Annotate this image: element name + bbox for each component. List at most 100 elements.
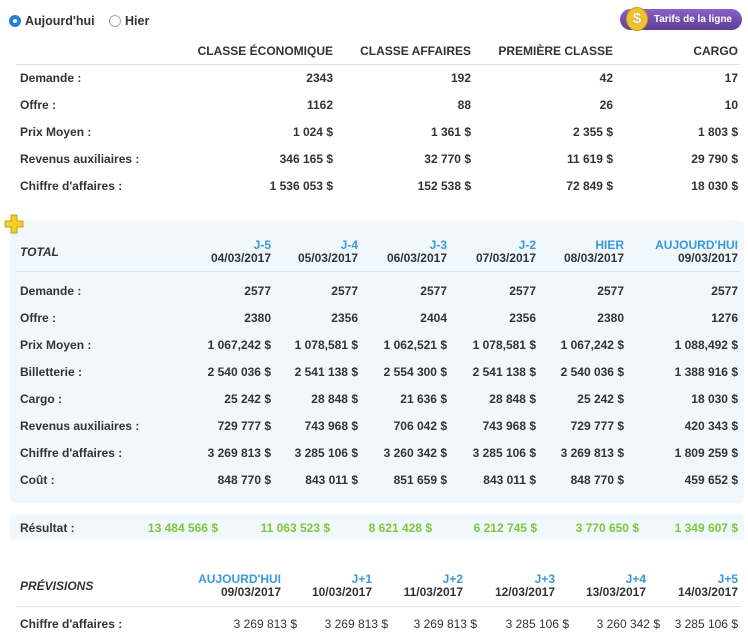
history-cell: 3 260 342 $	[383, 446, 447, 460]
summary-cell: 346 165 $	[279, 152, 333, 166]
history-cell: 2 540 036 $	[207, 365, 271, 379]
history-cell: 3 269 813 $	[207, 446, 271, 460]
summary-row-label: Offre :	[20, 98, 56, 112]
history-row-label: Cargo :	[20, 392, 62, 406]
forecast-col-date: 09/03/2017	[220, 585, 281, 599]
radio-yesterday[interactable]: Hier	[109, 14, 149, 28]
history-cell: 851 659 $	[393, 473, 447, 487]
history-col-date: 04/03/2017	[210, 251, 271, 265]
forecast-col-day: J+4	[625, 572, 646, 586]
history-col-day: J-5	[253, 238, 271, 252]
tarifs-button[interactable]: $ Tarifs de la ligne	[620, 7, 742, 31]
summary-cell: 2 355 $	[572, 125, 613, 139]
result-label: Résultat :	[20, 521, 75, 535]
history-cell: 843 011 $	[483, 473, 536, 487]
result-cell: 13 484 566 $	[147, 521, 218, 535]
history-col-date: 09/03/2017	[677, 251, 738, 265]
history-cell: 843 011 $	[305, 473, 358, 487]
history-cell: 459 652 $	[684, 473, 738, 487]
history-cell: 1 088,492 $	[674, 338, 738, 352]
history-cell: 2380	[244, 311, 271, 325]
radio-yesterday-label: Hier	[125, 14, 150, 28]
result-cell: 11 063 523 $	[260, 521, 330, 535]
summary-cell: 11 619 $	[566, 152, 613, 166]
history-cell: 1 388 916 $	[674, 365, 738, 379]
tarifs-button-label: Tarifs de la ligne	[653, 14, 732, 25]
history-cell: 28 848 $	[489, 392, 536, 406]
history-col-day: J-2	[518, 238, 536, 252]
summary-cell: 42	[599, 71, 613, 85]
summary-row-label: Revenus auxiliaires :	[20, 152, 140, 166]
forecast-col-date: 13/03/2017	[585, 585, 646, 599]
history-col-day: J-4	[340, 238, 358, 252]
history-cell: 18 030 $	[691, 392, 738, 406]
history-cell: 28 848 $	[311, 392, 358, 406]
history-cell: 1 067,242 $	[560, 338, 624, 352]
history-cell: 2 554 300 $	[383, 365, 447, 379]
history-title: TOTAL	[20, 245, 59, 259]
history-cell: 1 062,521 $	[383, 338, 447, 352]
result-cell: 8 621 428 $	[368, 521, 432, 535]
radio-today[interactable]: Aujourd'hui	[9, 14, 95, 28]
history-cell: 2404	[420, 311, 447, 325]
radio-today-indicator[interactable]	[9, 15, 21, 27]
summary-header-divider	[16, 64, 740, 65]
history-cell: 743 968 $	[304, 419, 358, 433]
history-col-day: HIER	[595, 238, 624, 252]
summary-cell: 152 538 $	[417, 179, 471, 193]
history-row-label: Offre :	[20, 311, 56, 325]
plus-icon[interactable]	[4, 214, 24, 234]
history-cell: 2356	[509, 311, 536, 325]
forecast-col-day: AUJOURD'HUI	[198, 572, 281, 586]
history-cell: 2356	[331, 311, 358, 325]
history-cell: 729 777 $	[570, 419, 624, 433]
history-col-date: 07/03/2017	[475, 251, 536, 265]
result-cell: 3 770 650 $	[575, 521, 639, 535]
history-cell: 1276	[711, 311, 738, 325]
forecast-title: PRÉVISIONS	[20, 579, 94, 593]
history-cell: 2577	[420, 284, 447, 298]
history-row-label: Prix Moyen :	[20, 338, 92, 352]
summary-col-header: PREMIÈRE CLASSE	[498, 44, 613, 58]
history-row-label: Coût :	[20, 473, 55, 487]
history-col-day: J-3	[429, 238, 447, 252]
history-header-divider	[16, 271, 740, 272]
forecast-col-day: J+5	[717, 572, 738, 586]
summary-row-label: Chiffre d'affaires :	[20, 179, 123, 193]
history-cell: 2577	[509, 284, 536, 298]
history-cell: 2380	[597, 311, 624, 325]
forecast-cell: 3 285 106 $	[505, 617, 569, 631]
summary-cell: 32 770 $	[424, 152, 471, 166]
history-col-day: AUJOURD'HUI	[655, 238, 738, 252]
summary-cell: 26	[599, 98, 613, 112]
result-cell: 1 349 607 $	[674, 521, 738, 535]
summary-cell: 2343	[306, 71, 333, 85]
forecast-cell: 3 269 813 $	[413, 617, 477, 631]
history-row-label: Demande :	[20, 284, 82, 298]
history-cell: 1 067,242 $	[207, 338, 271, 352]
history-cell: 1 078,581 $	[294, 338, 358, 352]
forecast-col-date: 12/03/2017	[494, 585, 555, 599]
radio-today-label: Aujourd'hui	[25, 14, 95, 28]
summary-cell: 10	[724, 98, 738, 112]
history-cell: 2 541 138 $	[294, 365, 358, 379]
history-col-date: 06/03/2017	[386, 251, 447, 265]
forecast-cell: 3 269 813 $	[233, 617, 297, 631]
history-cell: 706 042 $	[393, 419, 447, 433]
history-cell: 1 809 259 $	[674, 446, 738, 460]
forecast-col-day: J+1	[351, 572, 372, 586]
summary-cell: 29 790 $	[691, 152, 738, 166]
history-panel	[10, 220, 744, 503]
history-cell: 420 343 $	[684, 419, 738, 433]
history-cell: 848 770 $	[570, 473, 624, 487]
history-cell: 743 968 $	[482, 419, 536, 433]
summary-cell: 72 849 $	[566, 179, 613, 193]
radio-yesterday-indicator[interactable]	[109, 15, 121, 27]
summary-cell: 88	[457, 98, 471, 112]
history-cell: 2577	[331, 284, 358, 298]
forecast-cell: 3 285 106 $	[674, 617, 738, 631]
history-cell: 2 540 036 $	[560, 365, 624, 379]
history-row-label: Billetterie :	[20, 365, 83, 379]
forecast-col-date: 11/03/2017	[403, 585, 463, 599]
summary-row-label: Demande :	[20, 71, 82, 85]
